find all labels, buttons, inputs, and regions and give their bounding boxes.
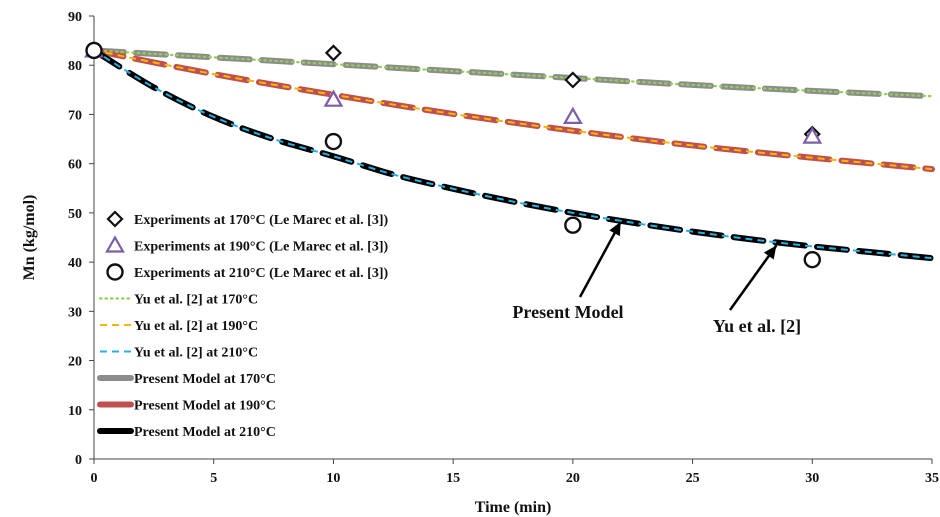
legend-label: Present Model at 210°C bbox=[134, 425, 276, 440]
series-line-5 bbox=[93, 49, 933, 260]
legend-label: Yu et al. [2] at 210°C bbox=[134, 346, 258, 361]
x-tick-label: 20 bbox=[566, 471, 580, 486]
legend: Experiments at 170°C (Le Marec et al. [3… bbox=[97, 210, 388, 440]
annotation-label: Present Model bbox=[512, 302, 623, 322]
x-tick-label: 35 bbox=[925, 471, 939, 486]
x-tick-label: 10 bbox=[326, 471, 340, 486]
x-tick-label: 30 bbox=[805, 471, 819, 486]
y-tick-label: 80 bbox=[68, 59, 82, 74]
legend-swatch bbox=[106, 210, 124, 228]
y-tick-label: 40 bbox=[68, 256, 82, 271]
data-point-series-2 bbox=[85, 41, 103, 60]
data-point-series-0 bbox=[564, 71, 582, 89]
legend-swatch bbox=[105, 235, 125, 253]
data-point-series-1 bbox=[323, 89, 344, 107]
data-point-series-1 bbox=[802, 126, 823, 144]
series-line-3 bbox=[92, 49, 934, 98]
legend-label: Present Model at 170°C bbox=[134, 372, 276, 387]
y-tick-label: 60 bbox=[68, 158, 82, 173]
y-tick-label: 0 bbox=[75, 453, 82, 468]
legend-label: Experiments at 210°C (Le Marec et al. [3… bbox=[134, 266, 388, 281]
legend-label: Experiments at 190°C (Le Marec et al. [3… bbox=[134, 240, 388, 255]
legend-label: Yu et al. [2] at 190°C bbox=[134, 319, 258, 334]
annotations: Present Model Yu et al. [2] bbox=[512, 221, 801, 336]
annotation-arrowhead bbox=[763, 245, 777, 260]
data-point-series-0 bbox=[324, 44, 342, 62]
y-tick-label: 20 bbox=[68, 355, 82, 370]
legend-label: Yu et al. [2] at 170°C bbox=[134, 293, 258, 308]
data-point-series-1 bbox=[562, 106, 583, 125]
y-tick-label: 70 bbox=[68, 108, 82, 123]
x-tick-label: 0 bbox=[91, 471, 98, 486]
legend-label: Present Model at 190°C bbox=[134, 399, 276, 414]
x-tick-label: 25 bbox=[686, 471, 700, 486]
legend-label: Experiments at 170°C (Le Marec et al. [3… bbox=[134, 213, 388, 228]
y-tick-label: 10 bbox=[68, 404, 82, 419]
y-tick-label: 30 bbox=[68, 305, 82, 320]
legend-swatch bbox=[106, 263, 124, 281]
annotation-label: Yu et al. [2] bbox=[713, 316, 801, 336]
markers-layer bbox=[84, 40, 823, 269]
y-axis-title: Mn (kg/mol) bbox=[21, 195, 38, 281]
annotation-arrowhead bbox=[609, 221, 621, 237]
data-point-series-2 bbox=[324, 132, 343, 151]
annotation-arrow bbox=[728, 244, 778, 311]
data-point-series-2 bbox=[564, 216, 582, 234]
series-line-7 bbox=[91, 47, 935, 173]
y-tick-label: 90 bbox=[68, 10, 82, 25]
x-tick-label: 15 bbox=[446, 471, 460, 486]
annotation-arrow bbox=[578, 221, 622, 298]
series-layer bbox=[91, 47, 935, 262]
x-axis-title: Time (min) bbox=[475, 499, 552, 516]
series-line-4 bbox=[93, 49, 933, 171]
axes: 0 10 20 30 40 50 60 70 80 90 0 5 10 15 20 25 30 35 bbox=[68, 10, 939, 486]
x-tick-label: 5 bbox=[210, 471, 217, 486]
data-point-series-2 bbox=[803, 250, 821, 269]
y-tick-label: 50 bbox=[68, 207, 82, 222]
